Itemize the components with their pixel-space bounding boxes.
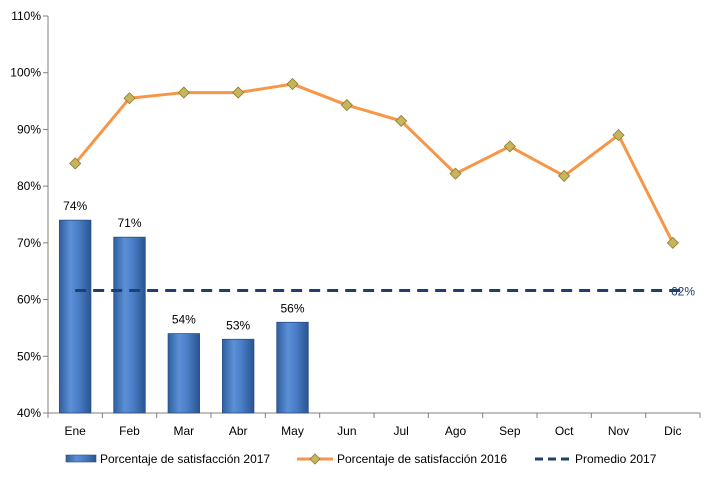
- legend-label: Porcentaje de satisfacción 2017: [100, 452, 270, 466]
- line-point-marker: [449, 167, 462, 180]
- line-point-marker: [69, 157, 82, 170]
- x-tick-label: Dic: [664, 424, 681, 438]
- average-data-label: 62%: [671, 284, 695, 298]
- average-line-series: 62%: [75, 284, 695, 298]
- line-point-marker: [123, 92, 136, 105]
- bar-data-label: 74%: [63, 199, 87, 213]
- y-tick-label: 100%: [10, 66, 41, 80]
- x-tick-label: Jul: [393, 424, 408, 438]
- line-series-2016: [69, 77, 679, 249]
- line-point-marker: [286, 77, 299, 91]
- x-tick-label: May: [281, 424, 304, 438]
- legend-swatch-marker: [309, 453, 321, 465]
- x-axis: Ene Feb Mar Abr May Jun Jul Ago Sep Oct Nov Dic: [47, 412, 701, 438]
- legend-label: Porcentaje de satisfacción 2016: [337, 452, 507, 466]
- x-tick-label: Abr: [229, 424, 248, 438]
- y-tick-label: 60%: [17, 293, 41, 307]
- bar-series-2017: 74% 71% 54% 53% 56%: [59, 199, 309, 414]
- bar: [276, 321, 309, 414]
- line-point-marker: [558, 169, 571, 182]
- series-line: [74, 82, 675, 244]
- legend: Porcentaje de satisfacción 2017 Porcentaj…: [65, 452, 657, 466]
- line-point-marker: [612, 129, 625, 142]
- y-tick-label: 80%: [17, 179, 41, 193]
- line-point-marker: [666, 236, 679, 249]
- y-axis: 40% 50% 60% 70% 80% 90% 100% 110%: [10, 9, 49, 420]
- x-tick-label: Oct: [555, 424, 574, 438]
- bar: [113, 236, 146, 414]
- line-point-marker: [395, 114, 408, 127]
- y-tick-label: 70%: [17, 236, 41, 250]
- line-point-marker: [503, 140, 516, 153]
- line-point-marker: [177, 86, 190, 99]
- x-tick-label: Ene: [64, 424, 86, 438]
- bar-data-label: 54%: [172, 313, 196, 327]
- bar: [59, 219, 92, 414]
- legend-swatch-bar: [65, 454, 97, 463]
- line-point-marker: [340, 98, 353, 112]
- bar: [222, 338, 255, 414]
- y-tick-label: 90%: [17, 122, 41, 136]
- bar-data-label: 71%: [117, 216, 141, 230]
- x-tick-label: Feb: [119, 424, 140, 438]
- x-tick-label: Jun: [337, 424, 356, 438]
- x-tick-label: Sep: [499, 424, 521, 438]
- y-tick-label: 40%: [17, 406, 41, 420]
- bar-data-label: 56%: [280, 301, 304, 315]
- x-tick-label: Nov: [608, 424, 629, 438]
- legend-label: Promedio 2017: [575, 452, 657, 466]
- line-point-marker: [232, 86, 245, 99]
- y-tick-label: 110%: [11, 9, 41, 23]
- y-tick-label: 50%: [17, 349, 41, 363]
- x-tick-label: Mar: [173, 424, 194, 438]
- x-tick-label: Ago: [445, 424, 467, 438]
- bar-data-label: 53%: [226, 318, 250, 332]
- bar: [167, 333, 200, 414]
